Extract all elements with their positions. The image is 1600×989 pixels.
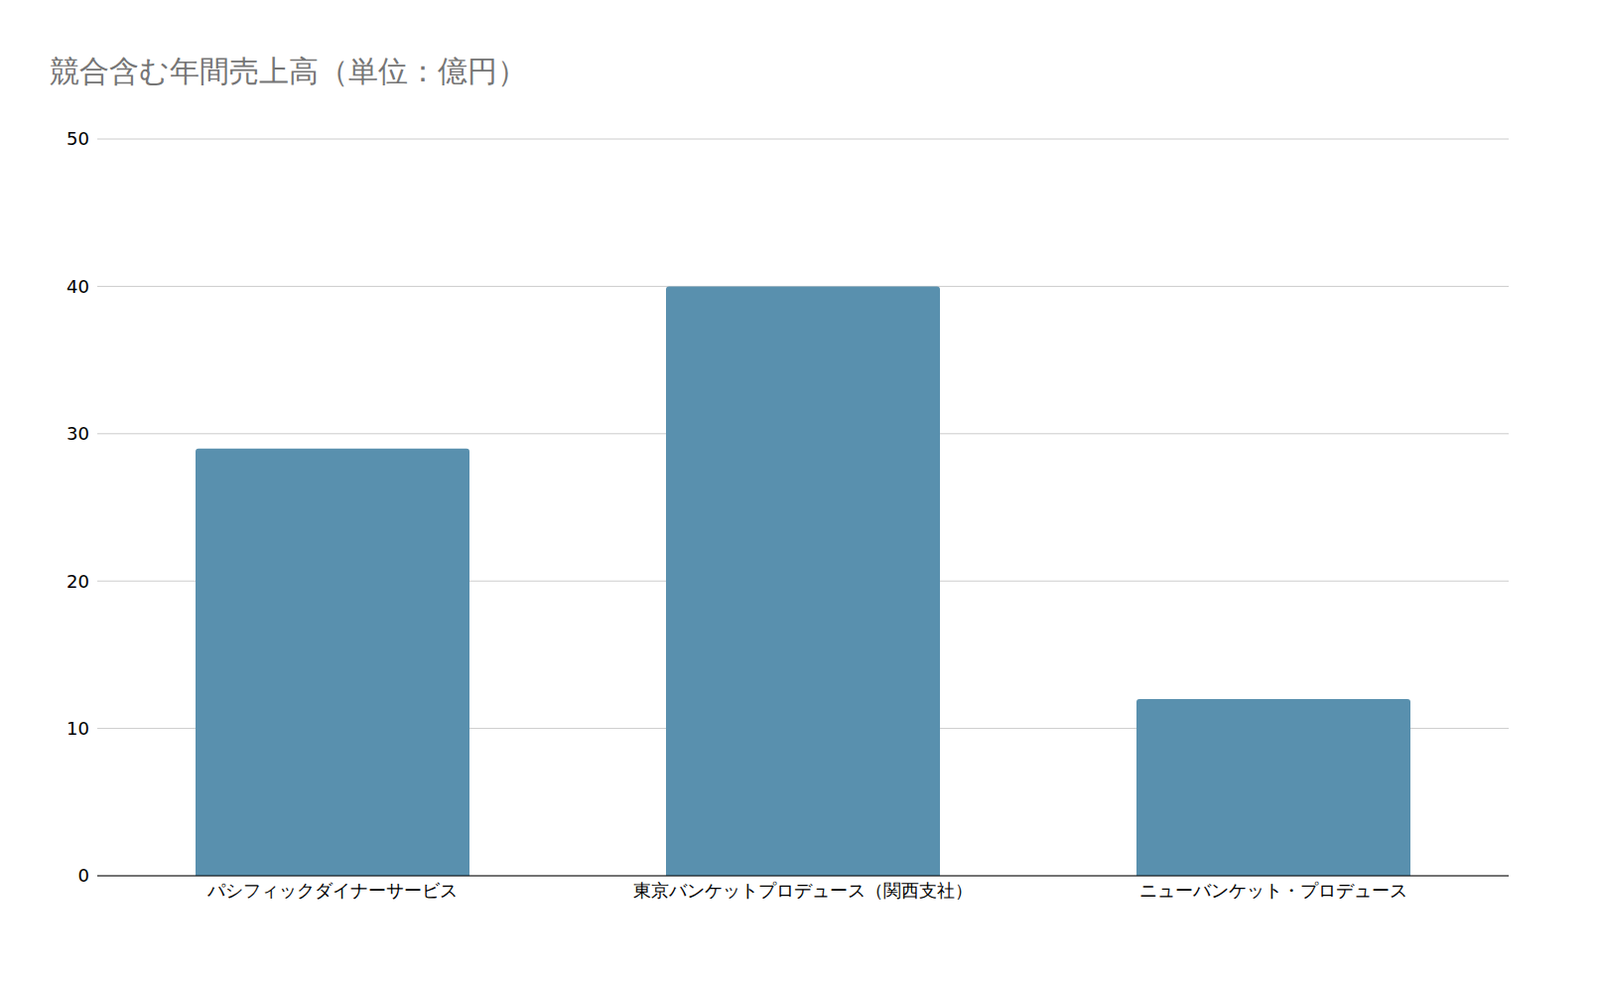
svg-text:20: 20	[66, 570, 90, 592]
svg-text:東京バンケットプロデュース（関西支社）: 東京バンケットプロデュース（関西支社）	[633, 879, 973, 901]
svg-text:40: 40	[66, 275, 90, 297]
svg-text:30: 30	[66, 422, 90, 444]
svg-text:50: 50	[66, 128, 90, 149]
html-text:競合含む年間売上高（単位：億円）: 競合含む年間売上高（単位：億円）	[49, 53, 528, 89]
svg-text:パシフィックダイナーサービス: パシフィックダイナーサービス	[206, 879, 458, 901]
svg-text:10: 10	[66, 717, 90, 739]
svg-text:ニューバンケット・プロデュース: ニューバンケット・プロデュース	[1139, 879, 1408, 901]
svg-text:0: 0	[78, 864, 90, 886]
